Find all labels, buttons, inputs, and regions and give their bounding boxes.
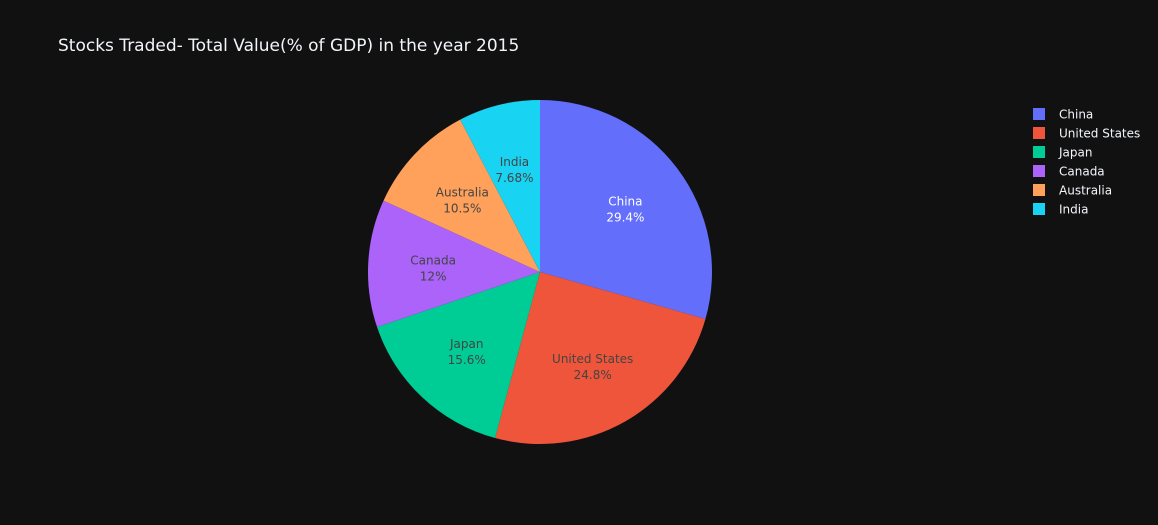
slice-percent-india: 7.68%: [495, 171, 533, 185]
slice-percent-united-states: 24.8%: [574, 368, 612, 382]
legend-swatch-japan: [1033, 146, 1045, 158]
legend-swatch-india: [1033, 203, 1045, 215]
legend-item-china[interactable]: China: [1033, 108, 1093, 122]
legend-label-india: India: [1059, 203, 1088, 217]
pie-slice-united-states[interactable]: [495, 272, 706, 445]
slice-label-united-states: United States: [552, 352, 633, 366]
pie-slice-canada[interactable]: [368, 200, 540, 328]
slice-label-canada: Canada: [410, 254, 456, 268]
legend-swatch-united-states: [1033, 127, 1045, 139]
legend-label-canada: Canada: [1059, 165, 1105, 179]
slice-percent-china: 29.4%: [606, 211, 644, 225]
slice-percent-japan: 15.6%: [448, 353, 486, 367]
legend: China United States Japan Canada Australia In…: [1033, 108, 1140, 217]
slice-label-australia: Australia: [436, 185, 489, 199]
slice-label-japan: Japan: [449, 337, 483, 351]
slice-label-china: China: [608, 195, 642, 209]
slice-percent-canada: 12%: [420, 270, 447, 284]
legend-swatch-australia: [1033, 184, 1045, 196]
pie-slice-china[interactable]: [540, 100, 712, 320]
legend-label-japan: Japan: [1058, 146, 1092, 160]
pie-slice-india[interactable]: [460, 100, 540, 272]
legend-label-china: China: [1059, 108, 1093, 122]
legend-item-canada[interactable]: Canada: [1033, 165, 1105, 179]
legend-item-japan[interactable]: Japan: [1033, 146, 1092, 160]
legend-swatch-china: [1033, 108, 1045, 120]
legend-label-united-states: United States: [1059, 127, 1140, 141]
legend-item-australia[interactable]: Australia: [1033, 184, 1112, 198]
pie-slice-japan[interactable]: [377, 272, 540, 439]
pie-slices: [368, 100, 712, 445]
chart-title: Stocks Traded- Total Value(% of GDP) in …: [58, 36, 519, 56]
slice-percent-australia: 10.5%: [443, 201, 481, 215]
pie-slice-australia[interactable]: [383, 119, 540, 273]
slice-label-india: India: [500, 155, 529, 169]
legend-label-australia: Australia: [1059, 184, 1112, 198]
pie-slice-labels: China 29.4% United States 24.8% Japan 15.6% Ca…: [410, 155, 644, 382]
legend-swatch-canada: [1033, 165, 1045, 177]
legend-item-india[interactable]: India: [1033, 203, 1088, 217]
legend-item-united-states[interactable]: United States: [1033, 127, 1140, 141]
